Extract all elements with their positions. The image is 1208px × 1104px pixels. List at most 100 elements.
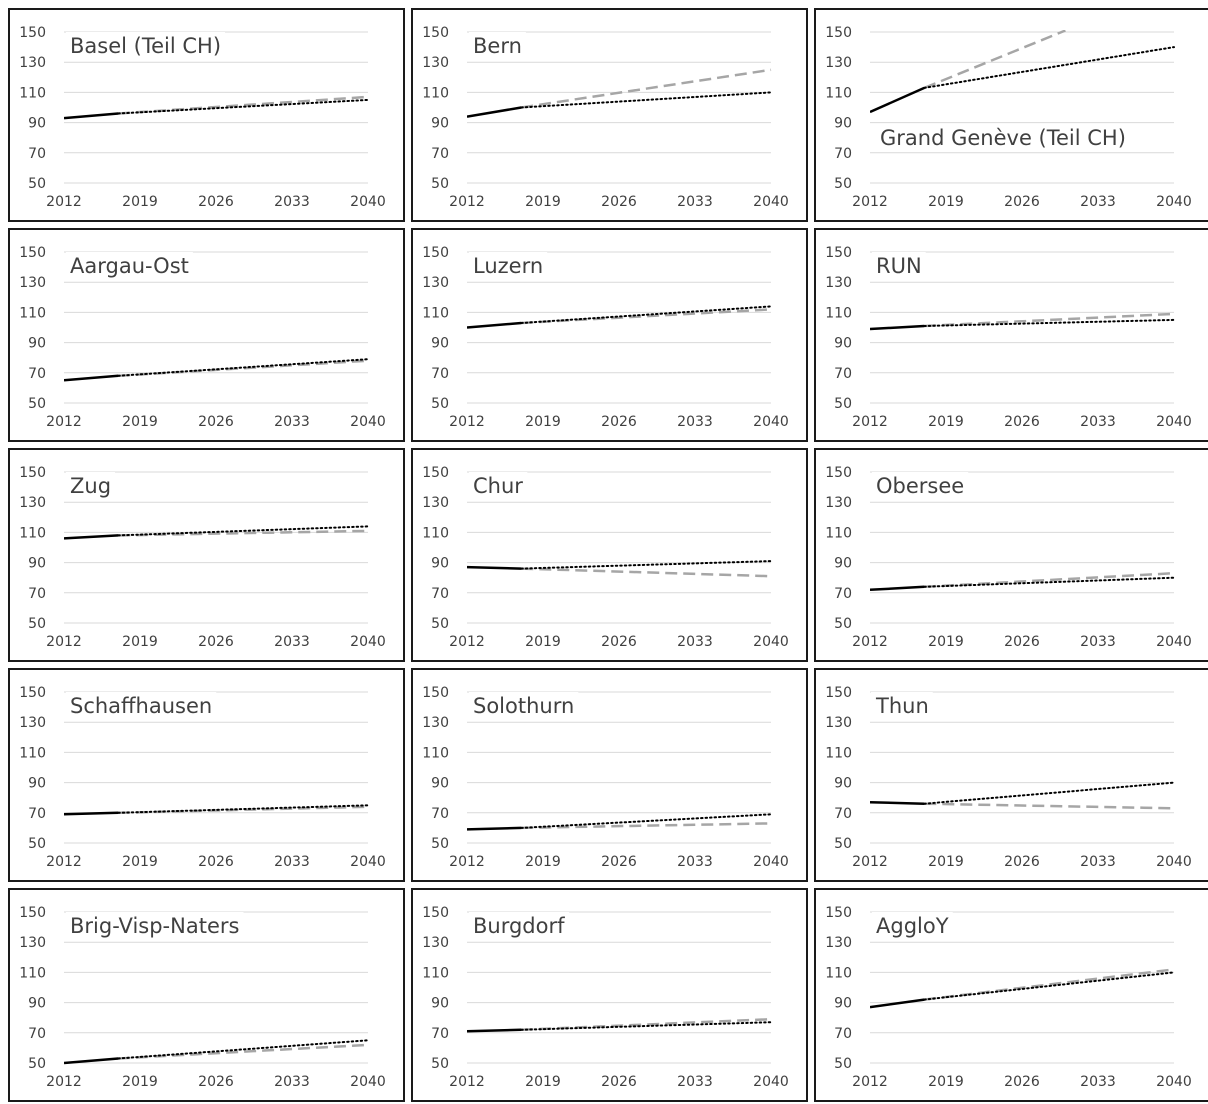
y-tick-label: 150 (19, 465, 46, 481)
y-tick-label: 110 (19, 305, 46, 321)
x-tick-label: 2012 (449, 194, 485, 210)
series-line-dotted (520, 305, 772, 324)
x-tick-label: 2033 (1080, 1074, 1116, 1090)
x-tick-label: 2019 (122, 1074, 158, 1090)
series-line-dashed (521, 822, 772, 830)
series-line-solid (64, 112, 119, 120)
chart-title: Grand Genève (Teil CH) (880, 126, 1126, 150)
y-tick-label: 90 (431, 116, 449, 132)
y-tick-label: 150 (19, 685, 46, 701)
x-tick-label: 2026 (198, 1074, 234, 1090)
x-tick-label: 2040 (350, 414, 386, 430)
title-background (469, 692, 579, 720)
x-tick-label: 2040 (753, 414, 789, 430)
series-line-solid (870, 324, 925, 331)
series-line-dotted (520, 1021, 772, 1031)
x-tick-label: 2033 (1080, 854, 1116, 870)
x-tick-label: 2033 (274, 854, 310, 870)
x-tick-label: 2019 (122, 414, 158, 430)
y-tick-label: 70 (28, 1026, 46, 1042)
chart-panel: 50 70 90 110 130 150 2012 2019 2026 2033 2040 Aarga… (8, 228, 405, 442)
x-tick-label: 2012 (852, 1074, 888, 1090)
y-tick-label: 70 (834, 366, 852, 382)
y-tick-label: 130 (825, 935, 852, 951)
line-chart: 50 70 90 110 130 150 2012 2019 2026 2033 2040 Aarga… (19, 245, 386, 430)
line-chart: 50 70 90 110 130 150 2012 2019 2026 2033 2040 Agglo… (825, 905, 1192, 1090)
y-tick-label: 130 (19, 495, 46, 511)
y-tick-label: 70 (834, 586, 852, 602)
x-tick-label: 2019 (928, 414, 964, 430)
x-tick-label: 2026 (601, 1074, 637, 1090)
title-background (469, 472, 528, 500)
series-line-dotted (117, 1039, 369, 1060)
line-chart: 50 70 90 110 130 150 2012 2019 2026 2033 2040 Schaf… (19, 685, 386, 870)
y-tick-label: 50 (834, 616, 852, 632)
x-tick-label: 2012 (449, 1074, 485, 1090)
x-tick-label: 2019 (525, 1074, 561, 1090)
line-chart: 50 70 90 110 130 150 2012 2019 2026 2033 2040 Solot… (422, 685, 789, 870)
chart-panel: 50 70 90 110 130 150 2012 2019 2026 2033 2040 Burgd… (411, 888, 808, 1102)
y-tick-label: 150 (825, 905, 852, 921)
chart-panel: 50 70 90 110 130 150 2012 2019 2026 2033 2040 Grand… (814, 8, 1208, 222)
y-tick-label: 50 (834, 396, 852, 412)
y-tick-label: 50 (28, 836, 46, 852)
x-tick-label: 2040 (350, 634, 386, 650)
x-tick-label: 2019 (928, 634, 964, 650)
chart-title: Solothurn (473, 694, 574, 718)
y-tick-label: 50 (431, 616, 449, 632)
x-tick-label: 2040 (1156, 634, 1192, 650)
x-tick-label: 2026 (601, 194, 637, 210)
y-tick-label: 110 (19, 525, 46, 541)
series-line-solid (467, 106, 522, 118)
y-tick-label: 150 (422, 245, 449, 261)
y-tick-label: 70 (834, 1026, 852, 1042)
y-tick-label: 50 (431, 176, 449, 192)
x-tick-label: 2012 (852, 854, 888, 870)
x-tick-label: 2026 (198, 414, 234, 430)
series-line-dotted (117, 525, 369, 537)
series-line-dashed (924, 802, 1175, 810)
y-tick-label: 130 (422, 55, 449, 71)
y-tick-label: 150 (422, 905, 449, 921)
series-line-dotted (520, 91, 772, 109)
x-tick-label: 2026 (198, 194, 234, 210)
y-tick-label: 70 (431, 806, 449, 822)
title-background (876, 124, 1130, 152)
y-tick-label: 90 (834, 116, 852, 132)
x-tick-label: 2033 (274, 634, 310, 650)
series-line-solid (467, 1028, 522, 1033)
y-tick-label: 150 (825, 25, 852, 41)
x-tick-label: 2012 (46, 854, 82, 870)
series-line-dotted (923, 971, 1175, 1001)
chart-title: Bern (473, 34, 522, 58)
x-tick-label: 2019 (122, 854, 158, 870)
x-tick-label: 2026 (198, 854, 234, 870)
x-tick-label: 2012 (852, 414, 888, 430)
chart-panel: 50 70 90 110 130 150 2012 2019 2026 2033 2040 Chur (411, 448, 808, 662)
series-line-solid (870, 86, 925, 114)
x-tick-label: 2033 (677, 854, 713, 870)
series-line-solid (64, 811, 119, 816)
y-tick-label: 130 (19, 935, 46, 951)
y-tick-label: 110 (825, 305, 852, 321)
title-background (872, 252, 926, 280)
y-tick-label: 90 (28, 556, 46, 572)
y-tick-label: 90 (834, 336, 852, 352)
x-tick-label: 2026 (601, 414, 637, 430)
series-line-dotted (117, 358, 369, 377)
chart-panel: 50 70 90 110 130 150 2012 2019 2026 2033 2040 Agglo… (814, 888, 1208, 1102)
y-tick-label: 110 (19, 745, 46, 761)
line-chart: 50 70 90 110 130 150 2012 2019 2026 2033 2040 Luzer… (422, 245, 789, 430)
series-line-dotted (923, 46, 1175, 89)
title-background (66, 32, 226, 60)
y-tick-label: 130 (825, 55, 852, 71)
chart-panel: 50 70 90 110 130 150 2012 2019 2026 2033 2040 RUN (814, 228, 1208, 442)
chart-title: Chur (473, 474, 523, 498)
x-tick-label: 2033 (1080, 414, 1116, 430)
y-tick-label: 150 (19, 25, 46, 41)
x-tick-label: 2040 (350, 854, 386, 870)
y-tick-label: 70 (431, 366, 449, 382)
series-line-solid (870, 585, 925, 592)
title-background (469, 252, 548, 280)
